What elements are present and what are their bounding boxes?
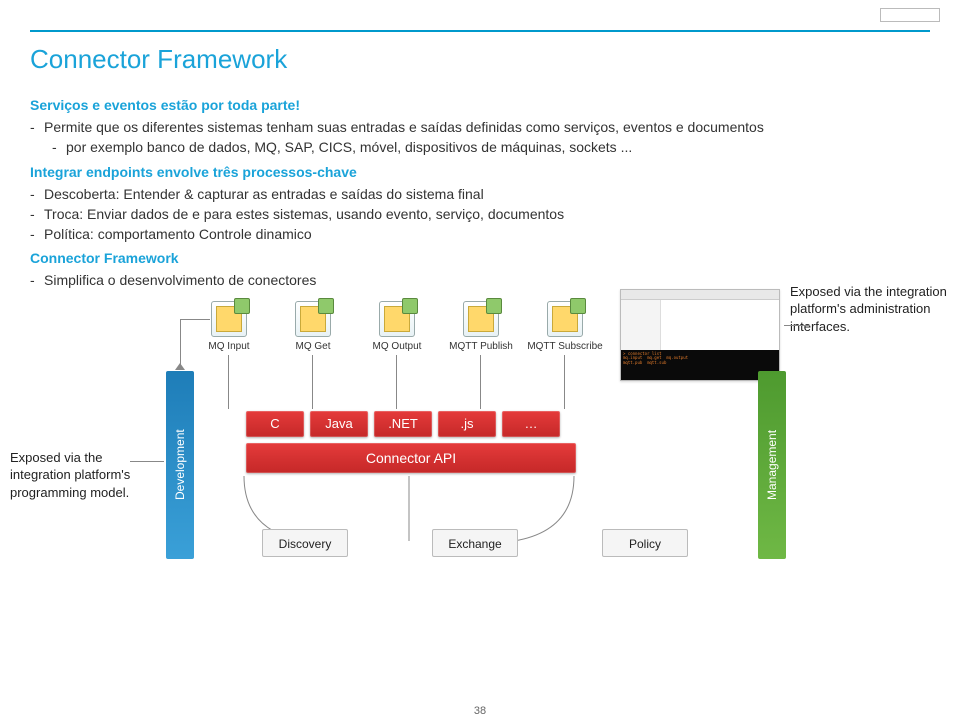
node-mq-input: MQ Input	[200, 301, 258, 352]
annotation-right: Exposed via the integration platform's a…	[790, 283, 950, 336]
connector-line	[228, 355, 229, 409]
connector-line	[130, 461, 164, 462]
node-mqtt-subscribe: MQTT Subscribe	[536, 301, 594, 352]
pillar-development: Development	[166, 371, 194, 559]
connector-line	[480, 355, 481, 409]
lang-chip: .NET	[374, 411, 432, 437]
subhead-3: Connector Framework	[30, 250, 930, 266]
box-exchange: Exchange	[432, 529, 518, 557]
lang-chip: C	[246, 411, 304, 437]
node-label: MQTT Subscribe	[527, 341, 602, 352]
bullet-3: -Política: comportamento Controle dinami…	[30, 224, 930, 244]
connector-line	[396, 355, 397, 409]
node-row: MQ Input MQ Get MQ Output MQTT Publish M…	[200, 301, 594, 352]
node-mqtt-publish: MQTT Publish	[452, 301, 510, 352]
bullet-1: -Descoberta: Entender & capturar as entr…	[30, 184, 930, 204]
bullet-2: -Troca: Enviar dados de e para estes sis…	[30, 204, 930, 224]
node-icon	[211, 301, 247, 337]
lang-chip: …	[502, 411, 560, 437]
connector-line	[180, 319, 210, 320]
admin-screenshot: > connector list mq.input mq.get mq.outp…	[620, 289, 780, 381]
box-policy: Policy	[602, 529, 688, 557]
pillar-management: Management	[758, 371, 786, 559]
bullet-2-content: Troca: Enviar dados de e para estes sist…	[44, 206, 564, 222]
text-3a-content: Simplifica o desenvolvimento de conector…	[44, 272, 316, 288]
connector-line	[564, 355, 565, 409]
lang-chip: .js	[438, 411, 496, 437]
placeholder-box	[880, 8, 940, 22]
node-label: MQ Input	[208, 341, 249, 352]
box-discovery: Discovery	[262, 529, 348, 557]
node-label: MQ Output	[373, 341, 422, 352]
node-mq-get: MQ Get	[284, 301, 342, 352]
subhead-1: Serviços e eventos estão por toda parte!	[30, 97, 930, 113]
node-icon	[379, 301, 415, 337]
page-number: 38	[474, 705, 486, 717]
connector-api-bar: Connector API	[246, 443, 576, 473]
bullet-1-content: Descoberta: Entender & capturar as entra…	[44, 186, 484, 202]
text-1b-content: por exemplo banco de dados, MQ, SAP, CIC…	[66, 139, 632, 155]
text-1a: -Permite que os diferentes sistemas tenh…	[30, 117, 930, 137]
node-mq-output: MQ Output	[368, 301, 426, 352]
annotation-left: Exposed via the integration platform's p…	[10, 449, 160, 502]
bullet-3-content: Política: comportamento Controle dinamic…	[44, 226, 312, 242]
subhead-2: Integrar endpoints envolve três processo…	[30, 164, 930, 180]
arrowhead-icon	[175, 363, 185, 370]
connector-line	[312, 355, 313, 409]
text-1a-content: Permite que os diferentes sistemas tenha…	[44, 119, 764, 135]
lang-row: C Java .NET .js …	[246, 411, 560, 437]
text-1b: -por exemplo banco de dados, MQ, SAP, CI…	[30, 137, 930, 157]
divider	[30, 30, 930, 32]
page-title: Connector Framework	[30, 44, 930, 75]
node-icon	[295, 301, 331, 337]
node-icon	[547, 301, 583, 337]
diagram: Exposed via the integration platform's p…	[30, 301, 930, 581]
node-icon	[463, 301, 499, 337]
node-label: MQ Get	[295, 341, 330, 352]
node-label: MQTT Publish	[449, 341, 513, 352]
lang-chip: Java	[310, 411, 368, 437]
connector-line	[784, 325, 810, 326]
connector-line	[180, 319, 181, 369]
bottom-row: Discovery Exchange Policy	[262, 529, 688, 557]
